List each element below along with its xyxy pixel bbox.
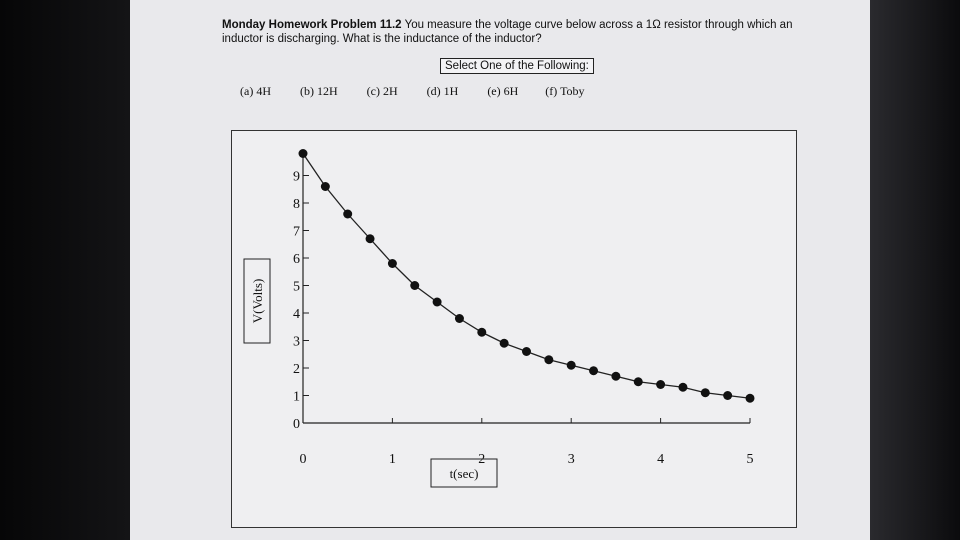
y-tick-label: 3	[293, 335, 300, 350]
y-tick-label: 9	[293, 170, 300, 185]
question-line2: inductor is discharging. What is the ind…	[222, 33, 542, 45]
x-tick-label: 1	[389, 452, 396, 467]
option-c[interactable]: (c) 2H	[366, 84, 398, 98]
data-point	[745, 393, 755, 403]
data-point	[656, 380, 666, 389]
data-point	[589, 366, 599, 376]
answer-options: (a) 4H (b) 12H (c) 2H (d) 1H (e) 6H (f) …	[240, 84, 585, 99]
xlabel-box	[430, 458, 498, 488]
y-tick-label: 7	[293, 225, 300, 240]
select-prompt: Select One of the Following:	[440, 58, 594, 74]
y-tick-label: 1	[293, 390, 300, 405]
data-point	[432, 297, 442, 307]
voltage-chart: 0 1 2 3 4 5 6 7 8 9 0 1 2 3 4 5 t(sec) V(Volts)	[231, 130, 797, 528]
y-tick-label: 2	[293, 362, 300, 377]
data-point	[477, 327, 487, 337]
y-tick-label: 8	[293, 197, 300, 212]
option-a[interactable]: (a) 4H	[240, 84, 271, 98]
x-tick-label: 3	[568, 452, 575, 467]
background-right	[870, 0, 960, 540]
y-tick-label: 0	[293, 417, 300, 432]
x-tick-label: 4	[657, 452, 664, 467]
data-point	[633, 377, 643, 387]
data-point	[700, 388, 710, 398]
question-title: Monday Homework Problem 11.2	[222, 19, 402, 31]
y-tick-label: 5	[293, 280, 300, 295]
data-point	[544, 355, 554, 365]
ylabel: V(Volts)	[250, 279, 265, 324]
data-point	[566, 360, 576, 370]
data-point	[678, 382, 688, 392]
x-tick-label: 5	[747, 452, 754, 467]
data-point	[387, 259, 397, 268]
xlabel: t(sec)	[450, 466, 479, 481]
option-e[interactable]: (e) 6H	[487, 84, 519, 98]
data-point	[298, 149, 308, 158]
background-left	[0, 0, 130, 540]
data-point	[454, 314, 464, 323]
option-b[interactable]: (b) 12H	[299, 84, 338, 98]
question-line1: You measure the voltage curve below acro…	[401, 19, 793, 31]
y-tick-label: 4	[293, 307, 300, 322]
option-d[interactable]: (d) 1H	[426, 84, 459, 98]
data-point	[723, 391, 733, 400]
data-point	[611, 371, 621, 381]
ylabel-box	[243, 258, 271, 344]
question-text: Monday Homework Problem 11.2 You measure…	[222, 18, 822, 46]
data-point	[410, 281, 420, 290]
data-point	[365, 234, 375, 244]
y-tick-label: 6	[293, 252, 300, 267]
data-point	[343, 209, 353, 219]
option-f[interactable]: (f) Toby	[545, 84, 585, 98]
data-point	[320, 182, 330, 191]
data-point	[522, 347, 531, 356]
x-tick-label: 0	[300, 452, 307, 467]
series-line	[302, 153, 751, 399]
data-point	[499, 338, 509, 348]
